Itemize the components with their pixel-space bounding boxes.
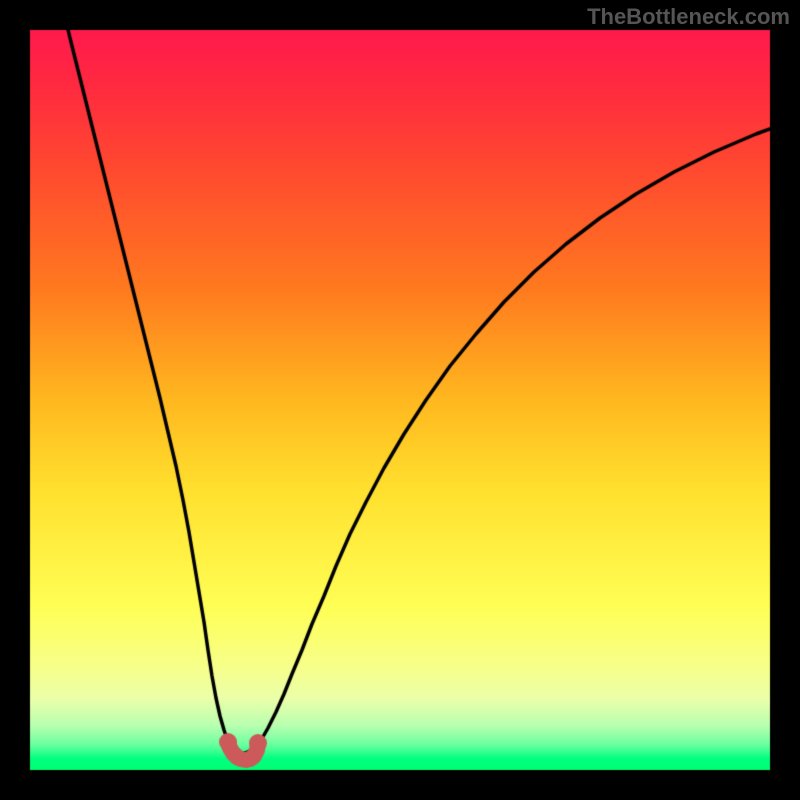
attribution-label: TheBottleneck.com bbox=[587, 4, 790, 30]
chart-canvas bbox=[0, 0, 800, 800]
